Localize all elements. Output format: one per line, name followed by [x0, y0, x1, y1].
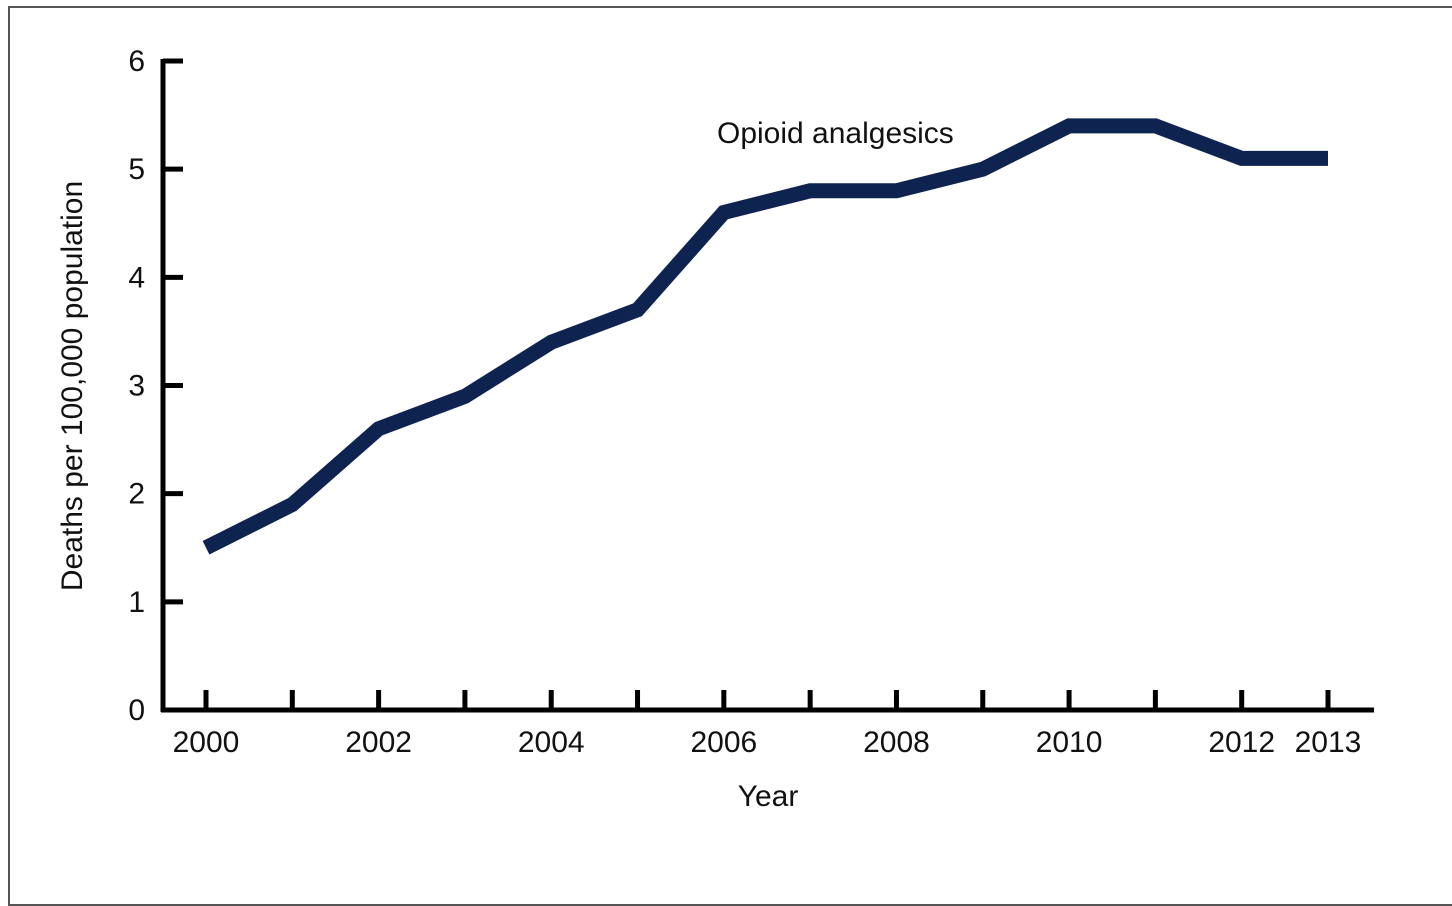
data-point — [809, 190, 811, 192]
data-point — [637, 309, 639, 311]
data-point — [291, 503, 293, 505]
series-group — [202, 118, 1329, 555]
y-tick-label: 1 — [128, 586, 145, 619]
series-line — [202, 118, 1328, 555]
data-point — [1327, 157, 1329, 159]
x-axis-ticks: 2000 2002 2004 2006 2008 2010 2012 2013 — [173, 690, 1362, 759]
y-axis-title: Deaths per 100,000 population — [56, 181, 89, 591]
x-tick-label: 2006 — [690, 726, 757, 759]
y-tick-label: 4 — [128, 261, 145, 294]
y-tick-label: 5 — [128, 153, 145, 186]
data-point — [464, 395, 466, 397]
y-tick-label: 3 — [128, 370, 145, 403]
series-label: Opioid analgesics — [717, 117, 954, 150]
x-tick-label: 2000 — [173, 726, 240, 759]
x-tick-label: 2010 — [1036, 726, 1103, 759]
line-chart: 0 1 2 3 4 5 6 2000 2002 2004 2006 2008 2010 2012 2013… — [56, 45, 1374, 813]
data-point — [895, 190, 897, 192]
data-point — [205, 547, 207, 549]
data-point — [982, 168, 984, 170]
data-point — [1241, 157, 1243, 159]
x-tick-label: 2013 — [1295, 726, 1362, 759]
y-tick-label: 0 — [128, 694, 145, 727]
data-point — [550, 341, 552, 343]
y-axis-ticks: 0 1 2 3 4 5 6 — [128, 45, 183, 727]
x-tick-label: 2004 — [518, 726, 585, 759]
data-point — [723, 211, 725, 213]
y-tick-label: 6 — [128, 45, 145, 78]
x-tick-label: 2002 — [345, 726, 412, 759]
data-point — [378, 428, 380, 430]
y-tick-label: 2 — [128, 478, 145, 511]
data-point — [1068, 125, 1070, 127]
x-tick-label: 2008 — [863, 726, 930, 759]
x-axis-title: Year — [738, 780, 799, 813]
data-point — [1154, 125, 1156, 127]
x-tick-label: 2012 — [1208, 726, 1275, 759]
